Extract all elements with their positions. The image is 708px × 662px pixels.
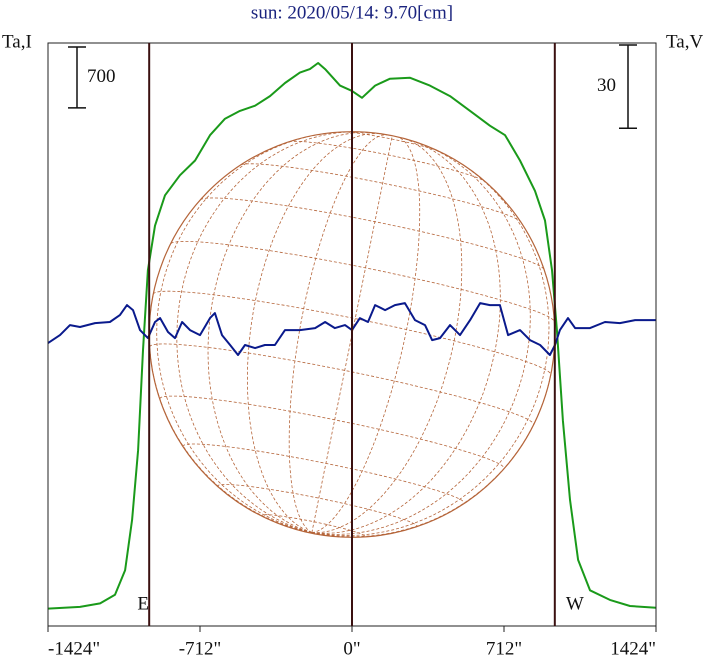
disk-grid-line [207,131,371,533]
disk-grid-line [311,137,463,534]
disk-grid-line [311,136,421,533]
disk-grid-line [288,134,387,533]
disk-grid-line [149,343,534,425]
limb-label: W [566,593,584,614]
y-axis-label: Ta,I [2,31,32,52]
disk-grid-line [311,156,550,537]
x-tick-label: -1424" [48,638,100,659]
disk-grid-line [311,141,501,534]
disk-grid-line [156,132,332,533]
series-line [47,302,656,356]
disk-grid-line [240,163,521,222]
x-tick-label: 712" [486,638,522,659]
x-tick-label: 1424" [610,638,656,659]
y2-axis-label: Ta,V [666,31,703,52]
x-tick-label: -712" [179,638,222,659]
disk-grid-line [247,133,382,533]
disk-grid-line [217,483,418,528]
limb-label: E [137,593,149,614]
scale-bar-label: 30 [597,75,616,96]
chart-title: sun: 2020/05/14: 9.70[cm] [251,2,453,23]
disk-grid-line [176,131,356,533]
x-tick-label: 0" [343,638,360,659]
scale-bar-label: 700 [87,66,116,87]
disk-grid-line [311,145,531,535]
